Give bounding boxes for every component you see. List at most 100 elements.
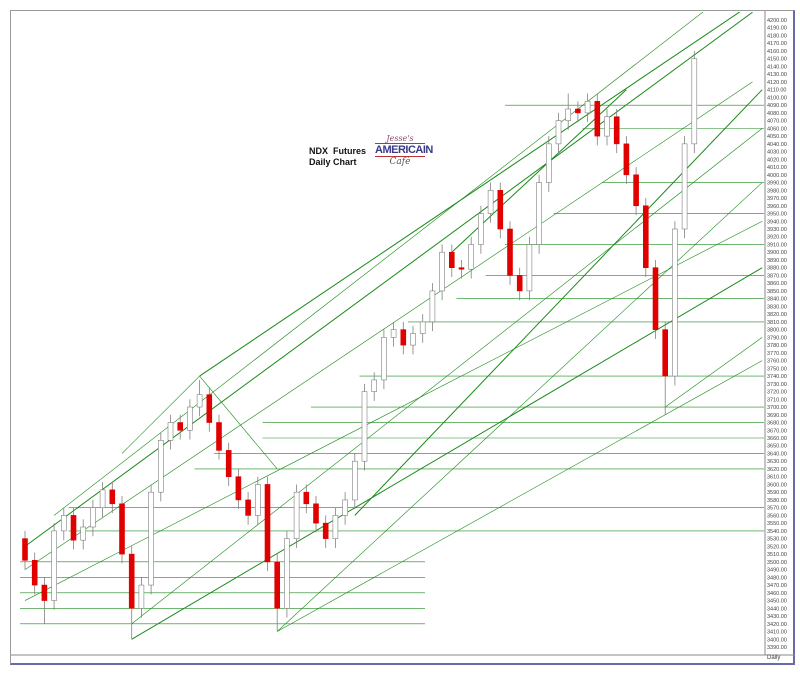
y-tick-label: 4170.00 <box>767 41 787 47</box>
y-tick-label: 3940.00 <box>767 219 787 225</box>
candle <box>691 50 698 154</box>
candle <box>148 484 154 595</box>
candle <box>303 484 310 514</box>
y-tick-label: 3750.00 <box>767 366 787 372</box>
candle-body <box>371 379 378 392</box>
candle-body <box>274 561 281 609</box>
candle <box>565 93 572 130</box>
candle <box>681 136 688 239</box>
y-tick-label: 3590.00 <box>767 490 787 496</box>
candle <box>90 499 96 537</box>
candle-body <box>303 491 310 505</box>
y-tick-label: 3520.00 <box>767 544 787 550</box>
candle <box>545 136 552 192</box>
candle-body <box>429 290 436 323</box>
logo-line-2: AMERICAIN <box>375 143 433 157</box>
candle-body <box>60 515 67 532</box>
y-tick-label: 3470.00 <box>767 583 787 589</box>
y-tick-label: 3800.00 <box>767 328 787 334</box>
candle-body <box>342 499 348 516</box>
candle <box>293 484 300 548</box>
y-tick-label: 3840.00 <box>767 297 787 303</box>
y-tick-label: 4120.00 <box>767 80 787 86</box>
trendline <box>665 337 763 408</box>
y-tick-label: 3730.00 <box>767 382 787 388</box>
candle <box>584 93 591 123</box>
y-tick-label: 3440.00 <box>767 606 787 612</box>
y-tick-label: 4190.00 <box>767 26 787 32</box>
y-tick-label: 3580.00 <box>767 498 787 504</box>
candle-body <box>681 143 688 230</box>
y-tick-label: 3900.00 <box>767 250 787 256</box>
candle <box>255 476 261 525</box>
trendline <box>24 12 753 547</box>
candle-body <box>642 205 649 269</box>
y-tick-label: 4180.00 <box>767 33 787 39</box>
candle <box>332 507 339 548</box>
candle-body <box>652 267 659 330</box>
y-tick-label: 4100.00 <box>767 95 787 101</box>
candle <box>497 182 504 239</box>
chart-frame <box>10 10 795 665</box>
candle <box>177 414 183 440</box>
candle <box>245 492 251 525</box>
candle-body <box>662 329 669 377</box>
candle <box>216 414 222 460</box>
candle-body <box>623 143 630 176</box>
y-tick-label: 3560.00 <box>767 513 787 519</box>
candle <box>225 442 232 486</box>
y-tick-label: 4030.00 <box>767 150 787 156</box>
candle <box>235 468 242 510</box>
candle-body <box>255 484 261 516</box>
candle <box>458 259 465 279</box>
y-tick-label: 4110.00 <box>767 88 786 94</box>
candle-body <box>448 251 455 269</box>
candle-body <box>351 460 358 501</box>
candle <box>342 492 348 525</box>
candle-body <box>99 489 106 508</box>
candle-body <box>604 116 610 137</box>
candle <box>672 221 678 386</box>
candle-body <box>381 337 387 381</box>
y-tick-label: 3450.00 <box>767 599 787 605</box>
candle <box>604 109 610 146</box>
candle-body <box>555 120 562 145</box>
trendline <box>131 128 763 625</box>
y-tick-label: 4150.00 <box>767 57 787 63</box>
y-tick-label: 3720.00 <box>767 390 787 396</box>
y-tick-label: 3530.00 <box>767 537 787 543</box>
candle <box>478 205 484 254</box>
candle-body <box>225 450 232 478</box>
y-tick-label: 3810.00 <box>767 320 787 326</box>
candle <box>526 236 533 301</box>
candle <box>138 577 145 618</box>
y-tick-label: 3410.00 <box>767 630 787 636</box>
y-tick-label: 4080.00 <box>767 111 787 117</box>
candle-body <box>216 422 222 451</box>
candle <box>128 546 135 640</box>
y-tick-label: 3430.00 <box>767 614 787 620</box>
y-tick-label: 3790.00 <box>767 335 787 341</box>
y-tick-label: 3680.00 <box>767 421 787 427</box>
candle-body <box>565 108 572 121</box>
y-tick-label: 4200.00 <box>767 18 787 24</box>
candle-body <box>293 491 300 539</box>
y-tick-label: 3710.00 <box>767 397 787 403</box>
candle <box>322 515 329 548</box>
candle-body <box>390 329 397 338</box>
candle <box>662 321 669 415</box>
y-tick-label: 3420.00 <box>767 622 787 628</box>
candle-body <box>545 143 552 183</box>
candle-body <box>235 476 242 501</box>
trendline <box>24 220 763 601</box>
candle-body <box>487 189 494 214</box>
y-tick-label: 3860.00 <box>767 281 787 287</box>
candle-body <box>613 116 620 145</box>
candle-body <box>400 329 407 346</box>
candle-body <box>41 584 48 601</box>
candle <box>410 325 416 355</box>
y-tick-label: 4090.00 <box>767 103 787 109</box>
candle-body <box>109 489 116 505</box>
trendline <box>354 89 763 516</box>
